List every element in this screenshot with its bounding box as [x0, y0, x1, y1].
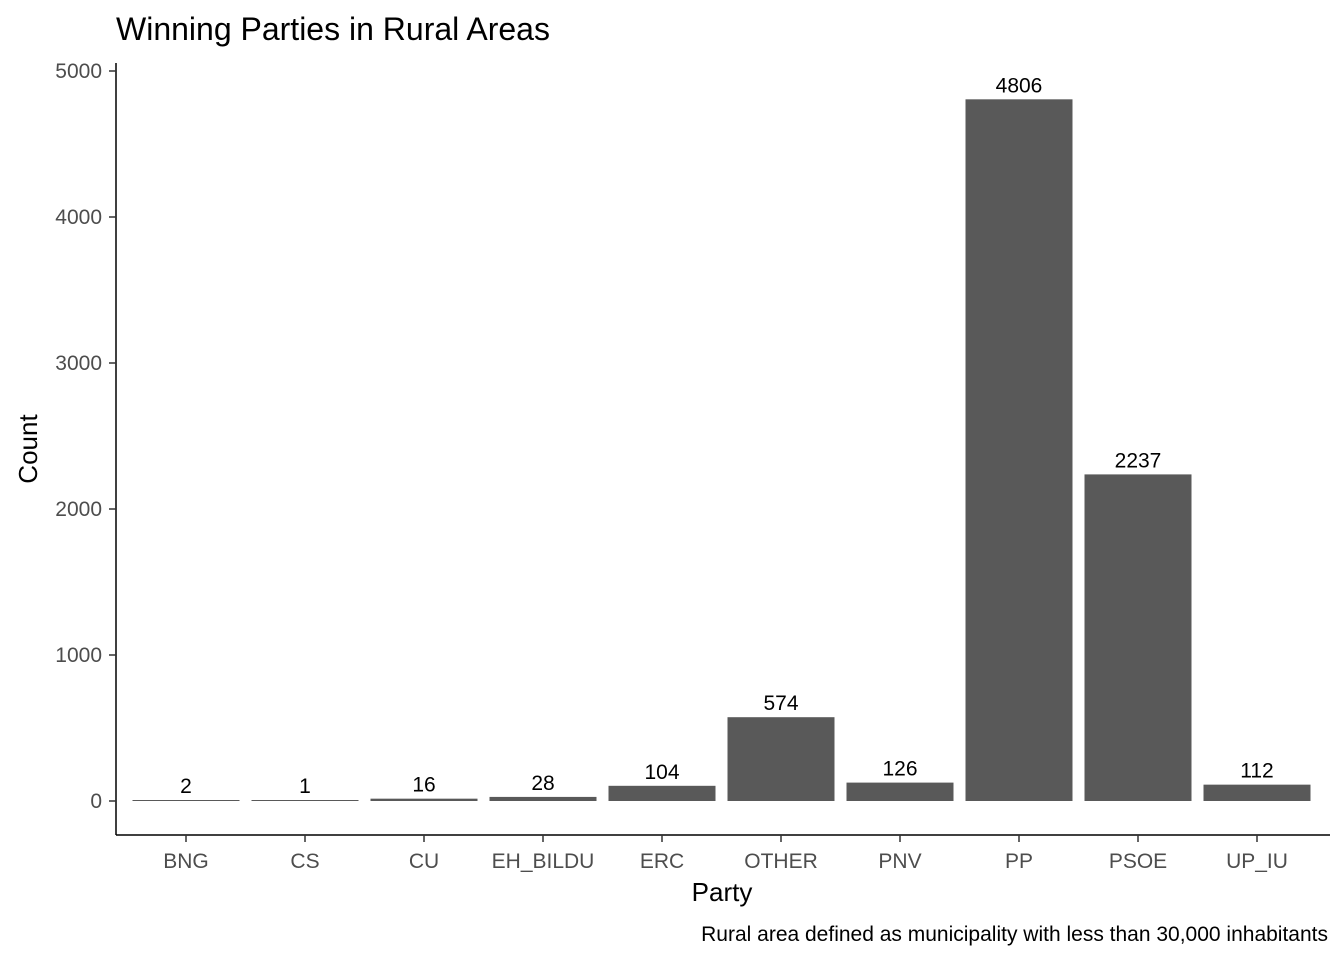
data-label-pp: 4806 — [996, 74, 1043, 97]
x-tick-label-cu: CU — [409, 850, 439, 873]
data-label-bng: 2 — [180, 775, 192, 798]
bar-psoe — [1084, 474, 1192, 801]
bar-up-iu — [1203, 784, 1311, 801]
chart-caption: Rural area defined as municipality with … — [701, 923, 1328, 946]
x-tick-label-up-iu: UP_IU — [1226, 850, 1288, 873]
x-tick-label-pp: PP — [1005, 850, 1033, 873]
chart-title: Winning Parties in Rural Areas — [116, 11, 550, 47]
bar-cu — [370, 798, 478, 801]
bar-bng — [132, 800, 240, 801]
y-tick-label-0: 0 — [90, 790, 102, 813]
y-tick-label-1000: 1000 — [55, 644, 102, 667]
data-label-erc: 104 — [644, 761, 679, 784]
bar-pp — [965, 99, 1073, 802]
y-axis-title: Count — [13, 414, 43, 484]
x-tick-label-erc: ERC — [640, 850, 684, 873]
bar-eh-bildu — [489, 796, 597, 801]
data-label-other: 574 — [763, 692, 798, 715]
x-tick-label-other: OTHER — [744, 850, 818, 873]
x-tick-label-cs: CS — [290, 850, 319, 873]
bar-other — [727, 717, 835, 801]
y-axis: 0 1000 2000 3000 4000 5000 — [55, 60, 117, 835]
x-tick-label-psoe: PSOE — [1109, 850, 1167, 873]
data-label-eh-bildu: 28 — [531, 772, 554, 795]
bar-erc — [608, 785, 716, 801]
y-tick-label-5000: 5000 — [55, 60, 102, 83]
data-label-cu: 16 — [412, 774, 435, 797]
data-label-psoe: 2237 — [1115, 449, 1162, 472]
x-axis: BNG CS CU EH_BILDU ERC OTHER PNV PP PSOE UP_IU — [116, 834, 1330, 873]
data-label-cs: 1 — [299, 775, 311, 798]
data-label-up-iu: 112 — [1240, 760, 1273, 783]
bar-cs — [251, 800, 359, 801]
bars-group — [132, 99, 1311, 802]
x-tick-label-bng: BNG — [163, 850, 209, 873]
x-axis-title: Party — [692, 877, 753, 907]
y-tick-label-4000: 4000 — [55, 206, 102, 229]
x-tick-label-eh-bildu: EH_BILDU — [492, 850, 595, 873]
y-tick-label-3000: 3000 — [55, 352, 102, 375]
data-labels-group: 2 1 16 28 104 574 126 4806 2237 112 — [180, 74, 1274, 798]
data-label-pnv: 126 — [882, 758, 917, 781]
y-tick-label-2000: 2000 — [55, 498, 102, 521]
x-tick-label-pnv: PNV — [878, 850, 921, 873]
bar-pnv — [846, 782, 954, 801]
